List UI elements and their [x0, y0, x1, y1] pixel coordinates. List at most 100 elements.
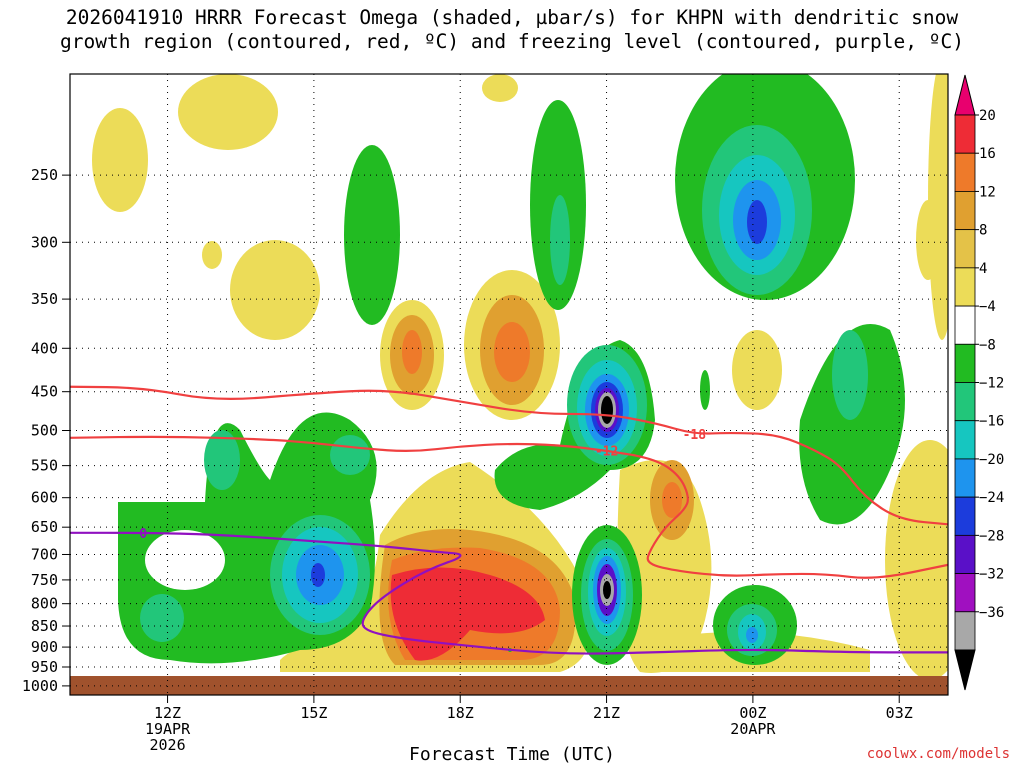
colorbar-arrow-bottom	[954, 649, 976, 691]
y-tick-label: 350	[31, 290, 58, 308]
shade-positive	[482, 74, 518, 102]
shade-positive	[885, 440, 948, 676]
colorbar-swatch	[954, 267, 976, 307]
y-tick-label: 600	[31, 489, 58, 507]
title-line-1: 2026041910 HRRR Forecast Omega (shaded, …	[65, 6, 959, 29]
y-tick-label: 250	[31, 166, 58, 184]
colorbar-label: 4	[979, 261, 987, 277]
colorbar-label: −28	[979, 528, 1004, 544]
colorbar-label: −24	[979, 490, 1004, 506]
colorbar-swatch	[954, 458, 976, 498]
colorbar-label: 8	[979, 223, 987, 239]
colorbar-swatch	[954, 534, 976, 574]
colorbar-label: −8	[979, 337, 996, 353]
shade-positive	[178, 74, 278, 150]
x-tick-label: 2026	[149, 736, 185, 754]
shade-positive	[916, 200, 940, 280]
shade-negative	[747, 200, 767, 244]
colorbar-swatch	[954, 382, 976, 422]
grid	[70, 74, 948, 695]
x-tick-label: 12Z	[154, 704, 181, 722]
colorbar-label: 20	[979, 108, 996, 124]
y-tick-label: 300	[31, 233, 58, 251]
colorbar-label: −4	[979, 299, 996, 315]
shade-blank	[145, 530, 225, 590]
contour-label: 0	[139, 527, 147, 542]
shade-positive	[494, 322, 530, 382]
colorbar-label: 16	[979, 146, 996, 162]
shade-positive	[202, 241, 222, 269]
shade-positive	[928, 74, 948, 340]
x-tick-label: 19APR	[145, 720, 191, 738]
shade-negative	[550, 195, 570, 285]
colorbar-label: −16	[979, 414, 1004, 430]
shade-positive	[280, 646, 340, 672]
shade-negative	[140, 594, 184, 642]
y-tick-label: 550	[31, 457, 58, 475]
contour-labels: -12 -18 0	[139, 428, 707, 542]
colorbar-label: −36	[979, 605, 1004, 621]
chart-title: 2026041910 HRRR Forecast Omega (shaded, …	[0, 6, 1024, 54]
y-tick-label: 450	[31, 383, 58, 401]
contour-label: -12	[595, 445, 618, 460]
x-tick-label: 15Z	[300, 704, 327, 722]
shade-positive	[662, 482, 682, 518]
colorbar-arrow-top	[954, 74, 976, 116]
colorbar-label: −20	[979, 452, 1004, 468]
shade-negative	[832, 330, 868, 420]
y-tick-label: 850	[31, 617, 58, 635]
shade-negative	[204, 430, 240, 490]
colorbar-label: −12	[979, 376, 1004, 392]
source-credit: coolwx.com/models	[866, 746, 1010, 762]
y-tick-label: 400	[31, 339, 58, 357]
contour-line	[70, 531, 948, 655]
shade-negative	[746, 627, 758, 643]
plot-frame	[69, 73, 949, 696]
colorbar-label: 12	[979, 184, 996, 200]
x-tick-label: 00Z	[739, 704, 766, 722]
x-axis-label: Forecast Time (UTC)	[409, 744, 615, 765]
contour-line	[70, 435, 948, 579]
contours	[70, 385, 948, 655]
shade-negative	[330, 435, 370, 475]
colorbar-swatch	[954, 191, 976, 231]
shade-negative	[799, 324, 905, 525]
x-tick-label: 18Z	[447, 704, 474, 722]
x-tick-label: 21Z	[593, 704, 620, 722]
y-axis: 250 300 350 400 450 500 550 600 650 700 750 800 850 9…	[22, 166, 70, 695]
contour-label: -18	[683, 428, 707, 443]
shade-positive	[390, 567, 545, 661]
y-tick-label: 950	[31, 658, 58, 676]
y-tick-label: 650	[31, 518, 58, 536]
y-tick-label: 750	[31, 571, 58, 589]
shade-negative	[700, 370, 710, 410]
y-tick-label: 900	[31, 638, 58, 656]
shade-positive	[402, 330, 422, 374]
contour-line	[70, 385, 948, 526]
colorbar-swatch	[954, 496, 976, 536]
colorbar-swatch	[954, 305, 976, 345]
y-tick-label: 700	[31, 545, 58, 563]
omega-field	[92, 74, 948, 676]
y-tick-label: 800	[31, 595, 58, 613]
x-tick-label: 20APR	[730, 720, 776, 738]
colorbar-label: −32	[979, 567, 1004, 583]
colorbar-swatch	[954, 573, 976, 613]
y-tick-label: 500	[31, 422, 58, 440]
colorbar-swatch	[954, 114, 976, 154]
shade-positive	[92, 108, 148, 212]
shade-negative	[311, 563, 325, 587]
colorbar-swatch	[954, 611, 976, 651]
y-tick-label: 1000	[22, 677, 58, 695]
title-line-2: growth region (contoured, red, ºC) and f…	[60, 30, 964, 53]
x-tick-label: 03Z	[886, 704, 913, 722]
shade-negative	[344, 145, 400, 325]
colorbar-swatch	[954, 420, 976, 460]
colorbar-swatch	[954, 229, 976, 269]
shade-positive	[732, 330, 782, 410]
colorbar-swatch	[954, 152, 976, 192]
shade-positive	[230, 240, 320, 340]
colorbar: 20 16 12 8 4 −4 −8 −12 −16 −20 −24 −28 −32 −36	[954, 74, 1004, 691]
